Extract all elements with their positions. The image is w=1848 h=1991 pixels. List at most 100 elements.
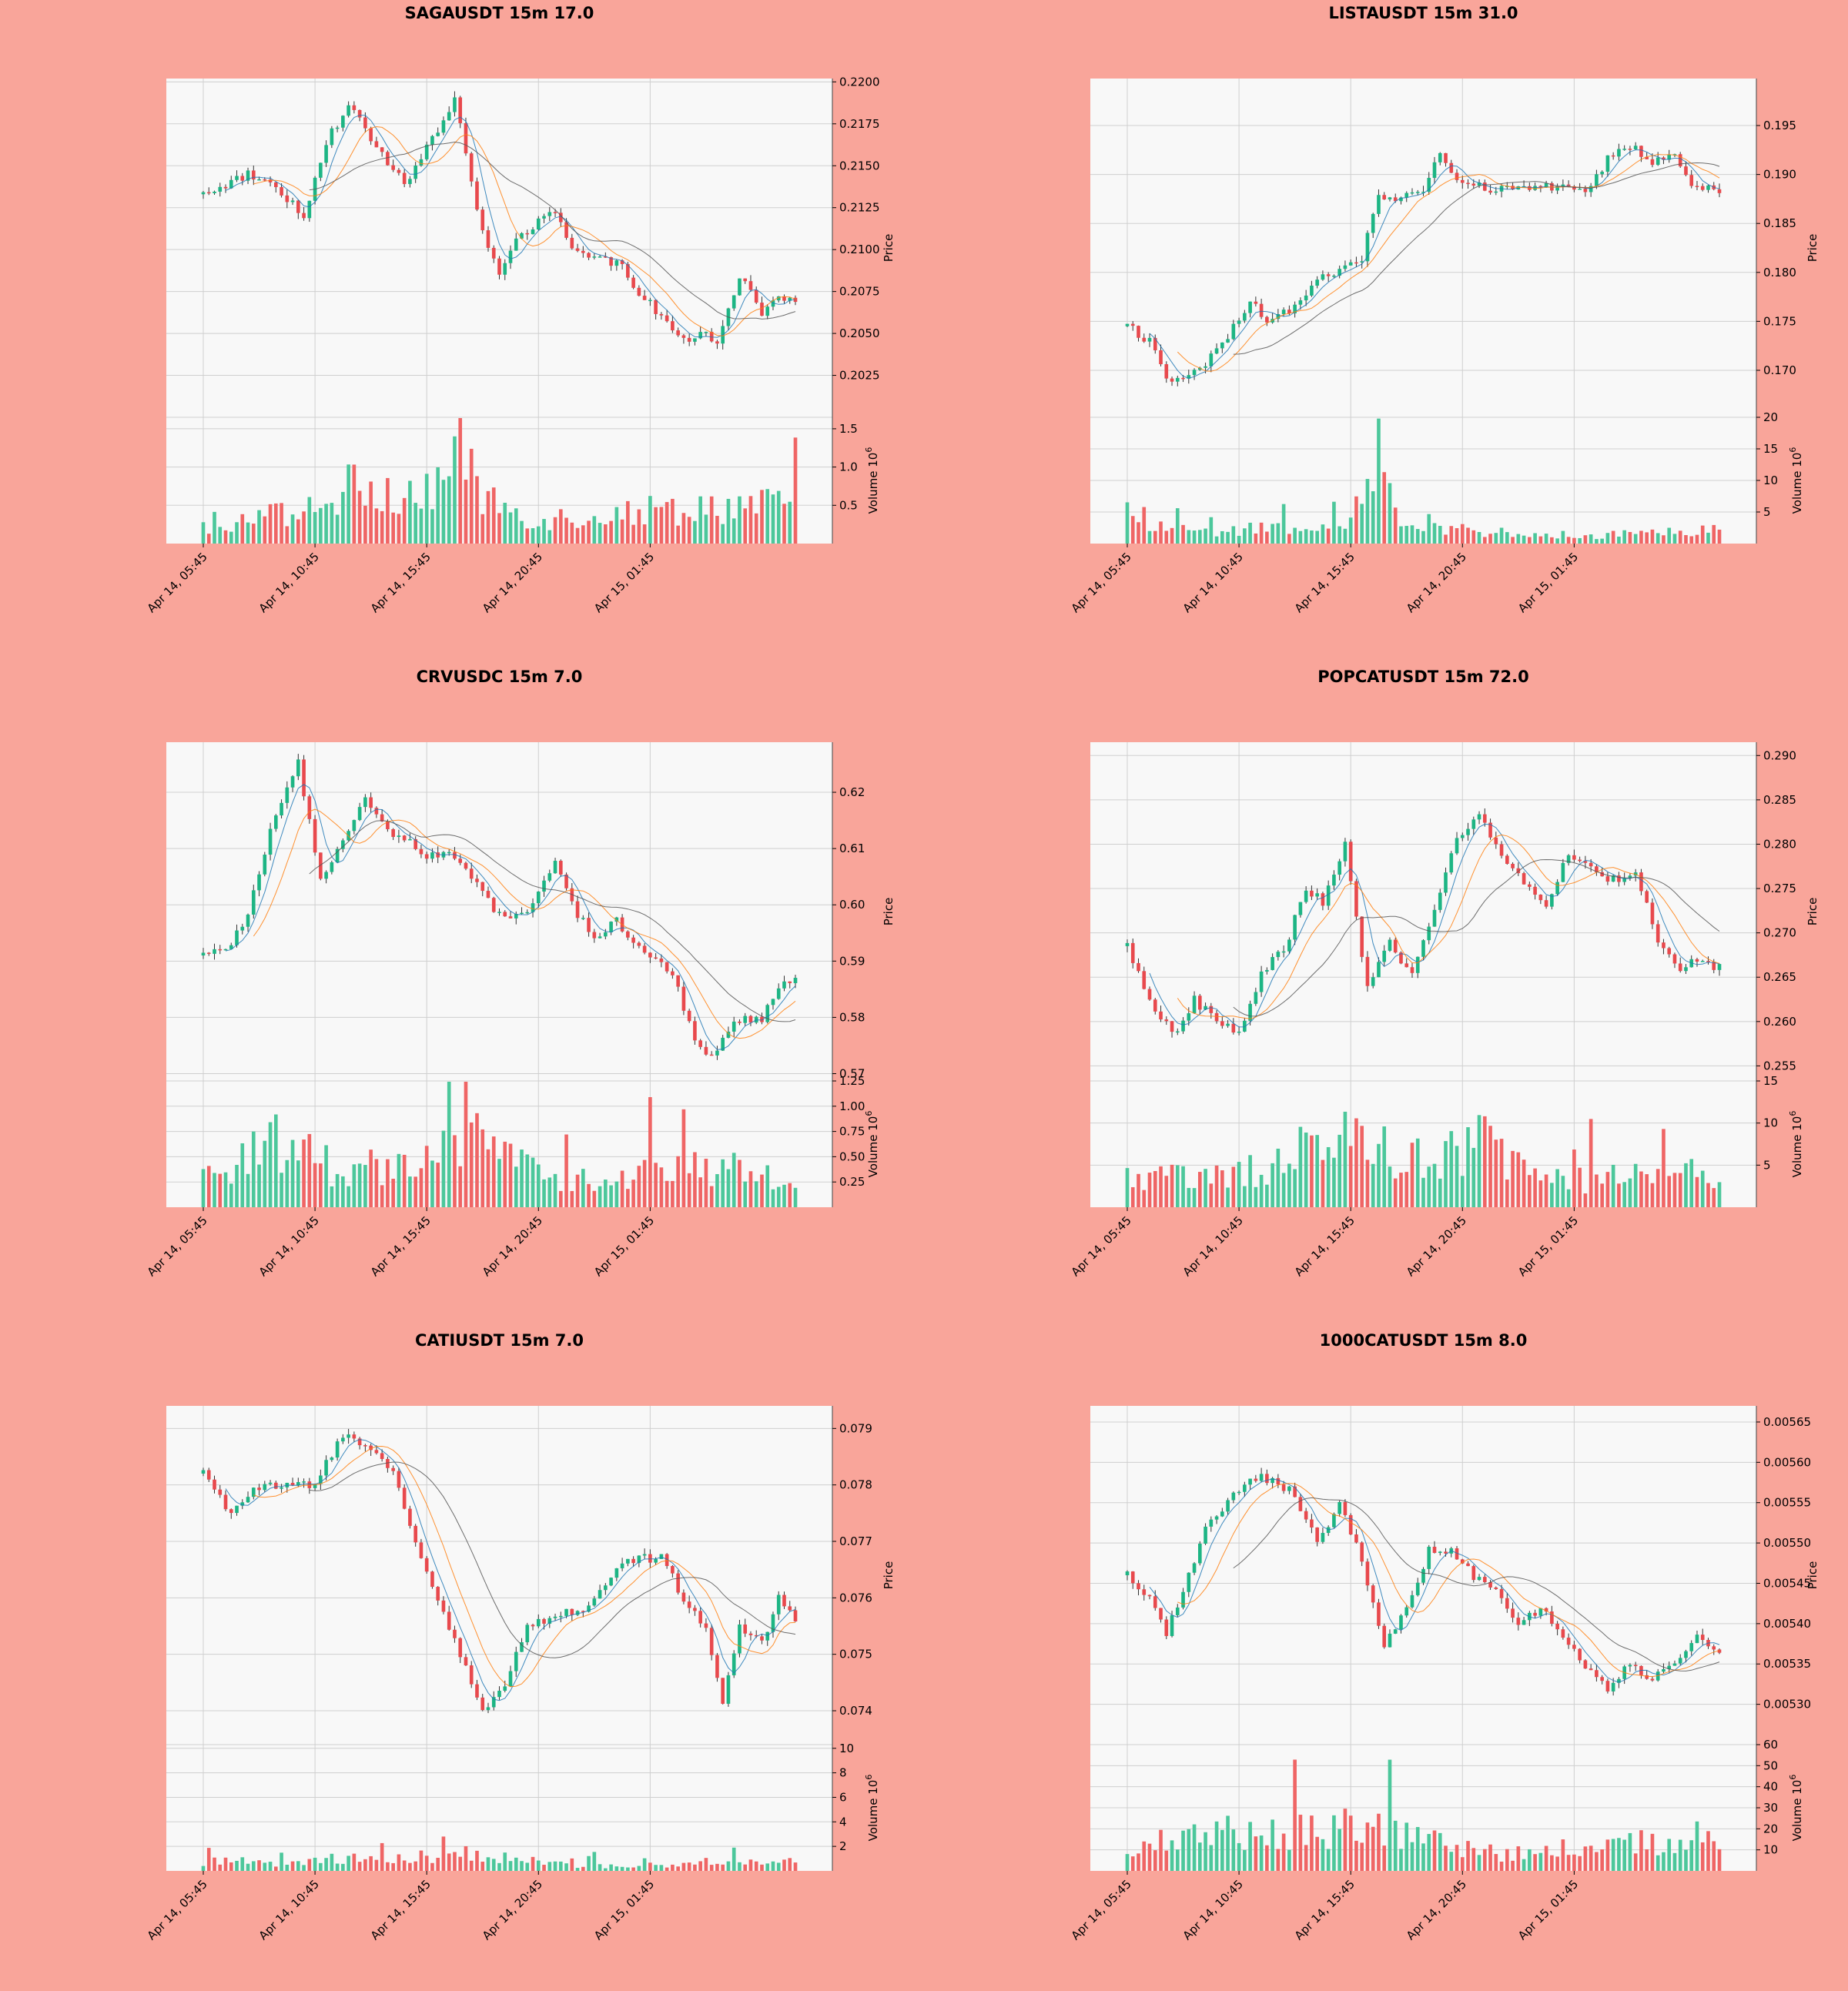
- candle-body: [391, 829, 395, 838]
- volume-bar: [1605, 1839, 1610, 1871]
- candle-body: [1415, 956, 1420, 973]
- volume-bar: [1455, 1845, 1459, 1871]
- candle-body: [1187, 1572, 1191, 1592]
- volume-bar: [614, 507, 619, 544]
- volume-bar: [1248, 522, 1252, 544]
- candle-body: [1427, 1546, 1431, 1569]
- candle-body: [1561, 862, 1565, 882]
- candle-body: [1197, 367, 1202, 370]
- candle-body: [285, 195, 290, 202]
- volume-exponent: 6: [864, 447, 874, 453]
- candle-body: [1170, 1615, 1174, 1636]
- volume-bar: [1538, 1852, 1543, 1871]
- volume-bar: [1488, 1126, 1492, 1207]
- candle-body: [1410, 192, 1414, 194]
- x-tick-label: Apr 14, 10:45: [1180, 1877, 1246, 1942]
- candle-body: [1254, 992, 1258, 1004]
- volume-bar: [268, 504, 273, 544]
- candle-body: [642, 296, 647, 300]
- candle-body: [1672, 1663, 1677, 1666]
- candle-body: [201, 1470, 206, 1474]
- volume-bar: [693, 1864, 697, 1871]
- candle-body: [1181, 377, 1185, 380]
- volume-bar: [1365, 1159, 1370, 1207]
- volume-bar: [520, 1149, 524, 1207]
- x-tick-label: Apr 14, 10:45: [256, 1877, 322, 1942]
- candle-body: [1477, 1577, 1481, 1581]
- volume-bar: [419, 1850, 424, 1871]
- volume-bar: [1678, 1173, 1682, 1207]
- volume-bar: [1281, 504, 1286, 544]
- volume-tick-label: 15: [1763, 442, 1778, 456]
- volume-bar: [626, 1867, 630, 1871]
- volume-bar: [363, 505, 367, 544]
- candle-body: [319, 852, 323, 879]
- candle-body: [1460, 1559, 1465, 1564]
- volume-bar: [273, 1866, 278, 1871]
- volume-bar: [1170, 1164, 1174, 1207]
- volume-bar: [229, 531, 233, 544]
- candle-body: [1259, 303, 1264, 317]
- candle-body: [514, 238, 518, 251]
- volume-bar: [1237, 1162, 1241, 1207]
- candle-body: [223, 1494, 228, 1510]
- candle-body: [1494, 191, 1498, 193]
- volume-bar: [558, 1190, 563, 1207]
- volume-bar: [581, 1866, 585, 1871]
- price-tick-label: 0.61: [839, 842, 865, 855]
- candle-body: [374, 808, 379, 815]
- volume-bar: [1159, 521, 1163, 544]
- volume-bar: [637, 1166, 641, 1207]
- volume-bar: [1572, 537, 1576, 544]
- candle-body: [1667, 948, 1672, 955]
- volume-bar: [1164, 1176, 1169, 1207]
- volume-bar: [1377, 418, 1381, 544]
- volume-bar: [531, 1157, 535, 1207]
- candle-body: [1589, 186, 1593, 192]
- candle-body: [782, 296, 786, 301]
- candle-body: [654, 299, 658, 314]
- price-tick-label: 0.195: [1763, 119, 1796, 132]
- price-tick-label: 0.00565: [1763, 1415, 1811, 1429]
- candle-body: [464, 862, 468, 869]
- candle-body: [391, 165, 395, 170]
- candle-body: [771, 300, 775, 307]
- volume-bars: [201, 1082, 798, 1207]
- volume-bar: [1404, 1172, 1409, 1207]
- volume-bar: [380, 1185, 384, 1207]
- volume-bar: [1270, 1819, 1274, 1871]
- volume-bar: [681, 513, 686, 544]
- candle-body: [335, 127, 340, 129]
- candle-body: [1662, 1668, 1666, 1672]
- price-axis-label: Price: [882, 898, 896, 926]
- volume-bar: [1153, 1171, 1157, 1207]
- volume-bar: [1600, 538, 1604, 544]
- price-tick-label: 0.255: [1763, 1059, 1796, 1072]
- volume-bar: [240, 514, 245, 544]
- volume-bar: [1130, 516, 1135, 544]
- volume-bar: [715, 1863, 719, 1871]
- candle-body: [273, 182, 278, 188]
- volume-bar: [609, 1864, 613, 1871]
- chart-title: LISTAUSDT 15m 31.0: [1328, 4, 1518, 22]
- volume-bar: [771, 1861, 775, 1871]
- volume-bar: [1589, 1119, 1593, 1207]
- volume-bar: [1667, 527, 1672, 544]
- volume-bar: [1360, 1126, 1364, 1207]
- volume-bar: [1377, 1813, 1381, 1871]
- volume-bar: [788, 1858, 792, 1871]
- volume-bar: [1712, 524, 1716, 544]
- volume-bar: [1595, 539, 1599, 544]
- volume-bar: [1231, 1166, 1236, 1207]
- candle-body: [1611, 155, 1615, 157]
- volume-bar: [307, 497, 312, 544]
- candle-body: [273, 1482, 278, 1489]
- candle-body: [240, 926, 245, 931]
- price-tick-label: 0.62: [839, 785, 865, 799]
- candle-body: [235, 930, 239, 945]
- candle-body: [486, 891, 490, 898]
- volume-bar: [341, 1176, 345, 1207]
- plot-background: [166, 79, 832, 544]
- volume-bar: [436, 467, 440, 544]
- volume-tick-label: 10: [1763, 1843, 1778, 1857]
